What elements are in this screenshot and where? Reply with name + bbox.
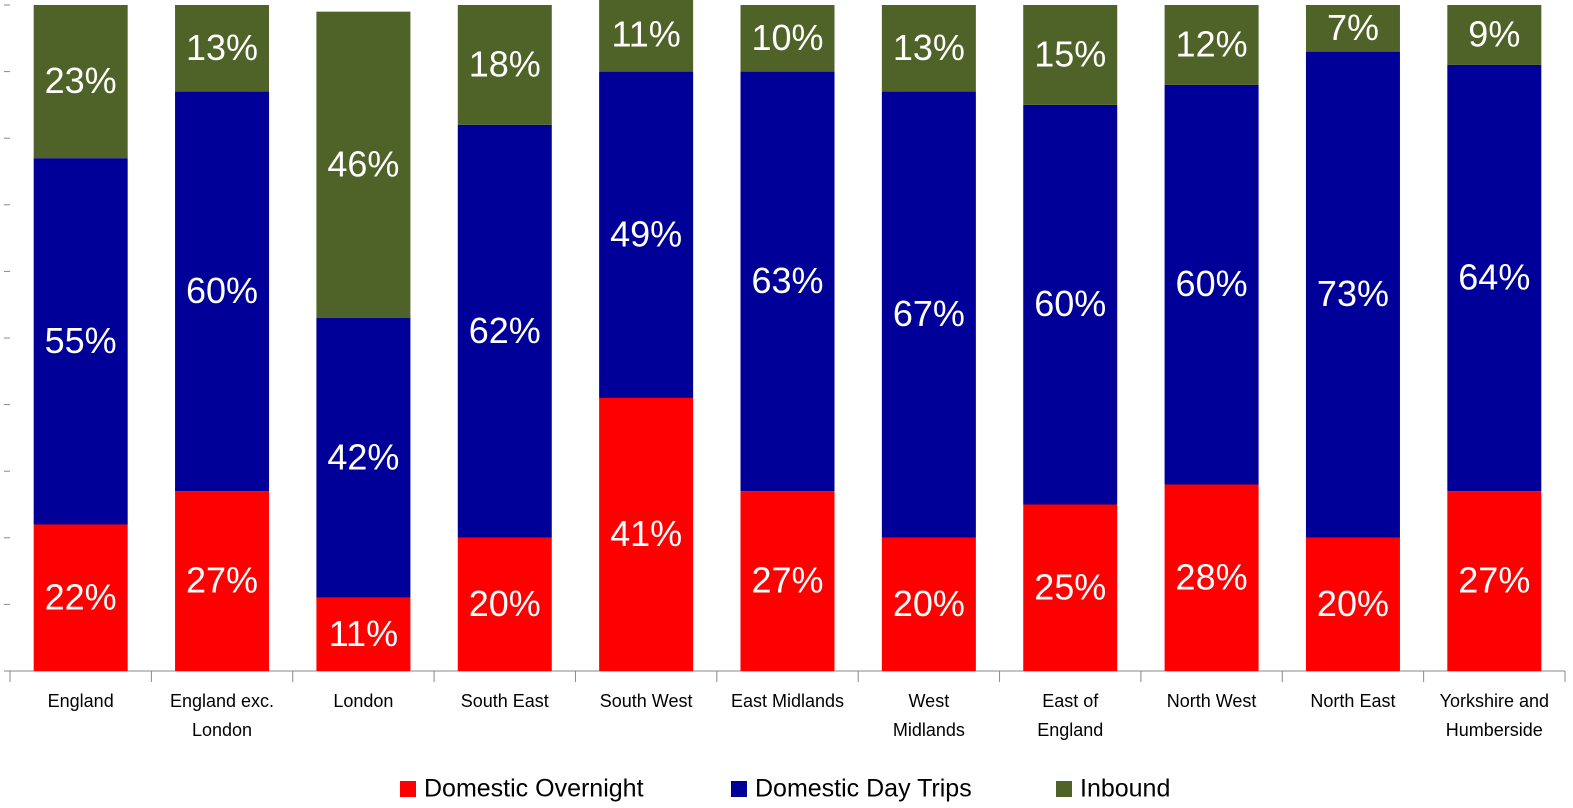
bar-segment — [599, 397, 694, 671]
bar-segment — [175, 91, 270, 492]
value-label: 73% — [1317, 273, 1389, 314]
bar-segment — [1305, 537, 1400, 671]
value-label: 27% — [186, 560, 258, 601]
x-tick-label: England exc. London — [169, 691, 275, 740]
bar-segment — [599, 0, 694, 72]
x-tick-label: South East — [460, 691, 549, 711]
bar-segment — [1023, 5, 1118, 105]
bar-segment — [175, 491, 270, 671]
x-tick-label: England — [47, 691, 114, 711]
value-label: 20% — [893, 583, 965, 624]
value-label: 11% — [329, 613, 398, 654]
bar-segment — [33, 5, 128, 159]
bar-segment — [1447, 5, 1542, 65]
x-tick-label: South West — [599, 691, 693, 711]
bar-segment — [881, 5, 976, 92]
value-label: 27% — [751, 560, 823, 601]
legend-swatch — [400, 781, 416, 797]
legend-label: Inbound — [1080, 775, 1170, 803]
bar-segment — [881, 91, 976, 538]
bar-segment — [740, 5, 835, 72]
value-label: 49% — [610, 213, 682, 254]
bar-segment — [457, 5, 552, 125]
bar-segment — [1023, 504, 1118, 671]
bar-segment — [1305, 51, 1400, 538]
value-label: 60% — [1176, 263, 1248, 304]
bar-segment — [316, 597, 411, 671]
legend-label: Domestic Overnight — [424, 775, 644, 803]
bar-segment — [1164, 5, 1259, 85]
bar-segment — [457, 124, 552, 538]
bar-segment — [457, 537, 552, 671]
legend-swatch — [731, 781, 747, 797]
value-label: 55% — [45, 320, 117, 361]
bar-segment — [175, 5, 270, 92]
value-label: 15% — [1034, 33, 1106, 74]
bar-segment — [33, 158, 128, 525]
value-label: 13% — [186, 27, 258, 68]
x-tick-label: East of England — [1037, 691, 1104, 740]
bar-segment — [1447, 64, 1542, 492]
bar-segment — [599, 71, 694, 398]
value-label: 7% — [1327, 7, 1379, 48]
x-tick-label: North West — [1166, 691, 1257, 711]
bar-segment — [1023, 104, 1118, 505]
bar-segment — [740, 71, 835, 492]
value-label: 13% — [893, 27, 965, 68]
value-label: 64% — [1458, 257, 1530, 298]
value-label: 25% — [1034, 566, 1106, 607]
x-tick-label: London — [333, 691, 394, 711]
x-tick-label: North East — [1310, 691, 1396, 711]
value-label: 46% — [327, 143, 399, 184]
value-label: 11% — [611, 13, 680, 54]
x-tick-label: Yorkshire and Humberside — [1439, 691, 1550, 740]
value-label: 67% — [893, 293, 965, 334]
value-label: 28% — [1176, 556, 1248, 597]
x-tick-label: East Midlands — [730, 691, 845, 711]
x-tick-label: West Midlands — [892, 691, 965, 740]
value-label: 18% — [469, 43, 541, 84]
bar-segment — [1164, 484, 1259, 671]
value-label: 63% — [751, 260, 823, 301]
bar-segment — [881, 537, 976, 671]
bar-segment — [1305, 5, 1400, 52]
value-label: 60% — [1034, 283, 1106, 324]
legend-swatch — [1056, 781, 1072, 797]
value-label: 42% — [327, 436, 399, 477]
value-label: 41% — [610, 513, 682, 554]
value-label: 22% — [45, 576, 117, 617]
value-label: 60% — [186, 270, 258, 311]
bar-segment — [740, 491, 835, 671]
value-label: 62% — [469, 310, 541, 351]
legend-label: Domestic Day Trips — [755, 775, 972, 803]
value-label: 12% — [1176, 23, 1248, 64]
value-label: 27% — [1458, 560, 1530, 601]
value-label: 20% — [469, 583, 541, 624]
value-label: 20% — [1317, 583, 1389, 624]
bar-segment — [33, 524, 128, 671]
value-label: 23% — [45, 60, 117, 101]
value-label: 10% — [751, 17, 823, 58]
bar-segment — [1164, 84, 1259, 485]
value-label: 9% — [1468, 13, 1520, 54]
bar-segment — [316, 11, 411, 319]
bar-segment — [1447, 491, 1542, 671]
bar-segment — [316, 318, 411, 598]
